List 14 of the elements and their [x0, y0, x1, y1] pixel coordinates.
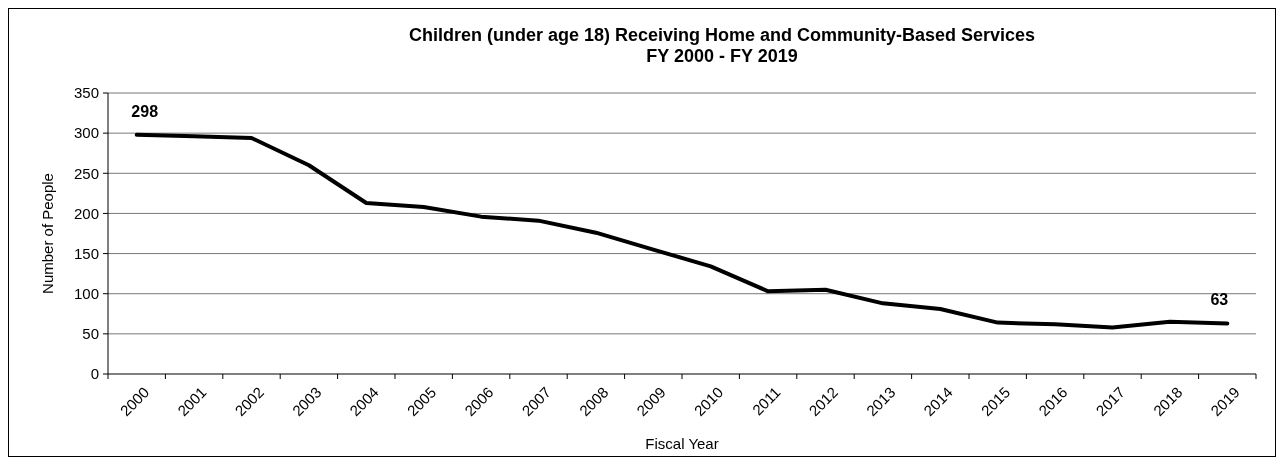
y-tick-label: 350 [73, 84, 99, 102]
data-label: 298 [131, 102, 159, 120]
y-tick-label: 0 [90, 365, 99, 383]
y-tick-label: 150 [73, 244, 99, 262]
data-label: 63 [1210, 291, 1229, 309]
y-tick-label: 250 [73, 164, 99, 182]
line-series [134, 132, 1230, 330]
x-axis-title: Fiscal Year [645, 435, 719, 452]
y-tick-label: 50 [82, 325, 99, 343]
chart-title: Children (under age 18) Receiving Home and Community-Based Services FY 2000 - FY 2019 [408, 25, 1036, 66]
y-tick-label: 300 [73, 124, 99, 142]
y-tick-label: 200 [73, 204, 99, 222]
y-tick-label: 100 [73, 284, 99, 302]
y-axis-title: Number of People [39, 173, 56, 294]
